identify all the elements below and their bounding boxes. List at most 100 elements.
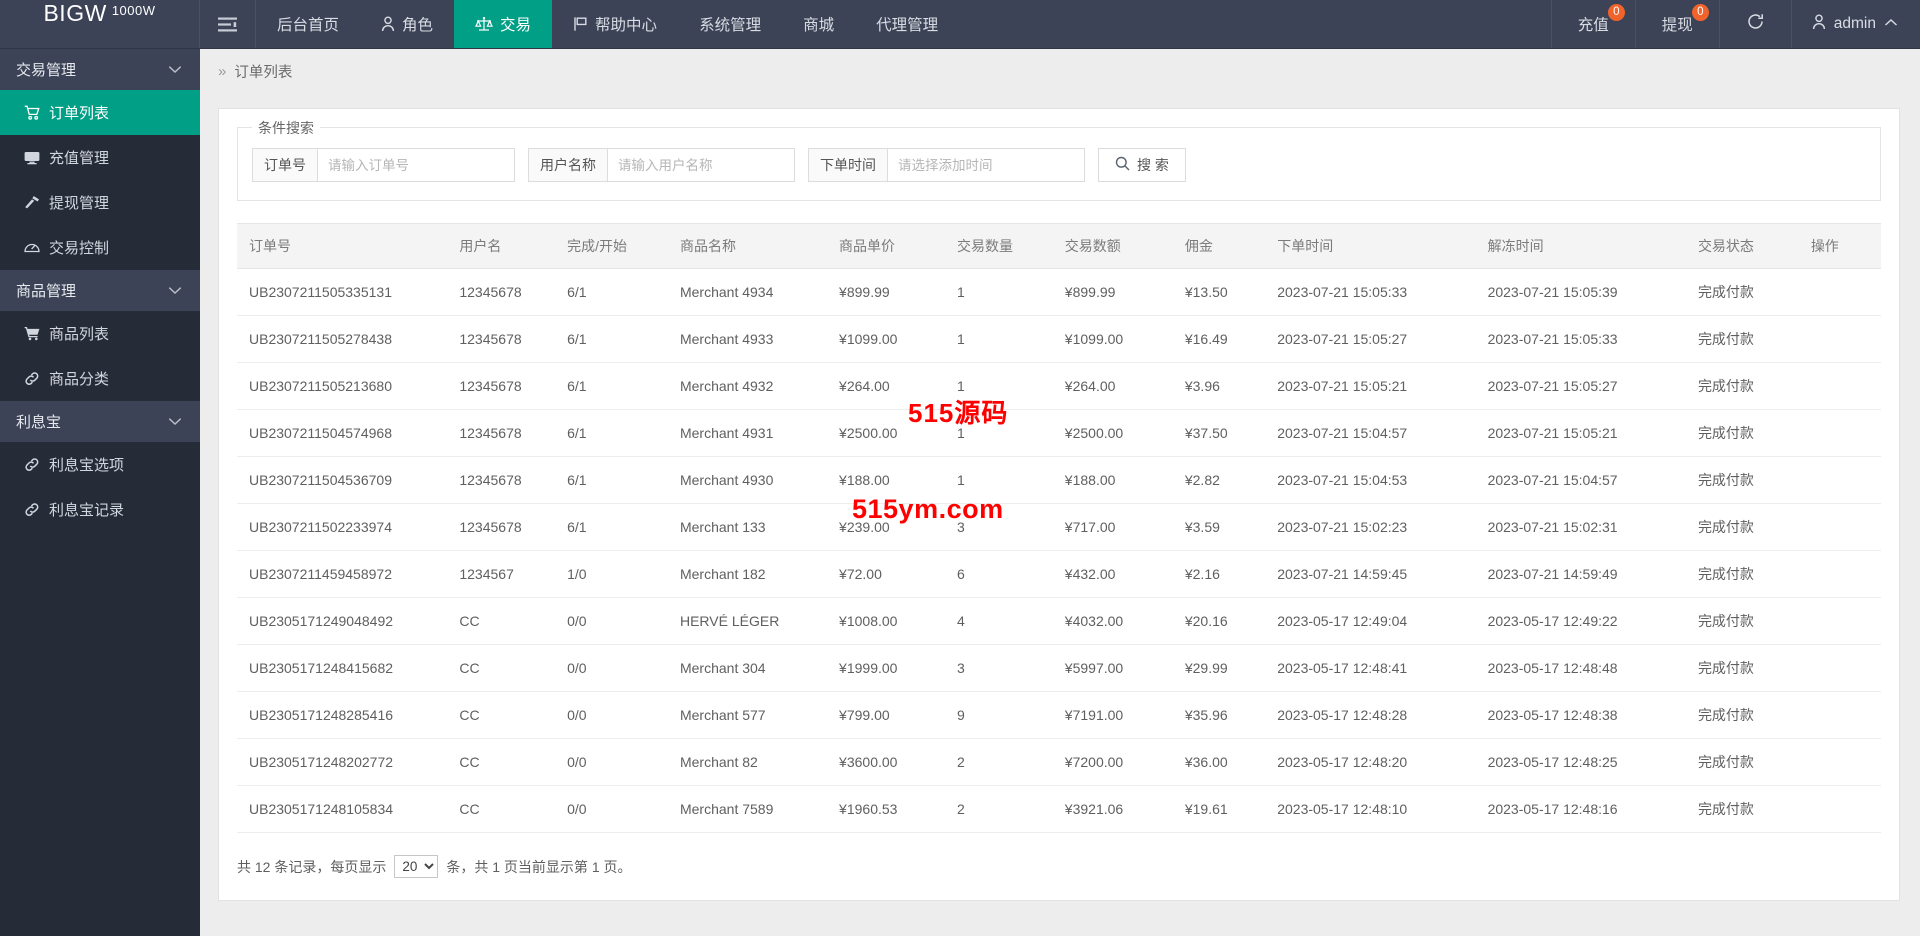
sidebar-item-recharge-management[interactable]: 充值管理 (0, 135, 200, 180)
table-row[interactable]: UB2305171249048492 CC 0/0 HERVÉ LÉGER ¥1008.… (237, 597, 1881, 645)
brand-superscript: 1000W (111, 3, 156, 18)
cell-order-time: 2023-07-21 15:04:57 (1265, 409, 1476, 457)
cell-order-time: 2023-07-21 15:05:21 (1265, 362, 1476, 410)
cell-unfreeze-time: 2023-05-17 12:48:48 (1475, 644, 1686, 692)
cell-quantity: 9 (945, 691, 1053, 739)
user-name-input[interactable] (607, 148, 795, 182)
nav-item-dashboard[interactable]: 后台首页 (256, 0, 360, 48)
cell-commission: ¥13.50 (1172, 268, 1266, 316)
user-name-label: 用户名称 (528, 148, 607, 182)
withdraw-button[interactable]: 提现 0 (1634, 0, 1719, 48)
nav-item-mall[interactable]: 商城 (782, 0, 855, 48)
nav-item-system-management[interactable]: 系统管理 (678, 0, 782, 48)
page-size-select[interactable]: 20 (394, 855, 439, 878)
sidebar-item-transaction-control[interactable]: 交易控制 (0, 225, 200, 270)
cell-complete-start: 0/0 (555, 597, 668, 645)
table-row[interactable]: UB2307211504536709 12345678 6/1 Merchant 49… (237, 456, 1881, 504)
sidebar-item-label: 订单列表 (49, 105, 110, 122)
cell-unfreeze-time: 2023-05-17 12:48:25 (1475, 738, 1686, 786)
cell-action (1798, 268, 1881, 316)
sidebar-group-transaction-management[interactable]: 交易管理 (0, 49, 200, 90)
search-button[interactable]: 搜 索 (1098, 148, 1186, 182)
sidebar-item-interest-records[interactable]: 利息宝记录 (0, 487, 200, 532)
nav-item-help-center[interactable]: 帮助中心 (552, 0, 678, 48)
table-row[interactable]: UB2307211459458972 1234567 1/0 Merchant 182… (237, 550, 1881, 598)
cell-unfreeze-time: 2023-07-21 15:05:27 (1475, 362, 1686, 410)
sidebar-group-product-management[interactable]: 商品管理 (0, 270, 200, 311)
cell-complete-start: 0/0 (555, 738, 668, 786)
table-row[interactable]: UB2305171248202772 CC 0/0 Merchant 82 ¥3600.… (237, 738, 1881, 786)
cell-quantity: 1 (945, 456, 1053, 504)
cell-user-name: 12345678 (447, 456, 556, 504)
sidebar-item-withdraw-management[interactable]: 提现管理 (0, 180, 200, 225)
brand-logo[interactable]: BIGW 1000W (0, 0, 200, 48)
th-commission: 佣金 (1172, 223, 1266, 269)
refresh-button[interactable] (1718, 0, 1791, 48)
sidebar-item-label: 充值管理 (49, 150, 110, 167)
link-icon (24, 502, 40, 517)
table-row[interactable]: UB2305171248415682 CC 0/0 Merchant 304 ¥1999… (237, 644, 1881, 692)
th-complete-start: 完成/开始 (555, 223, 668, 269)
cell-order-time: 2023-07-21 15:05:33 (1265, 268, 1476, 316)
cell-order-time: 2023-07-21 15:02:23 (1265, 503, 1476, 551)
cart-icon (24, 105, 40, 120)
cell-commission: ¥2.82 (1172, 456, 1266, 504)
table-row[interactable]: UB2305171248285416 CC 0/0 Merchant 577 ¥799.… (237, 691, 1881, 739)
user-icon (1812, 14, 1826, 35)
chevron-down-icon (168, 282, 182, 299)
nav-label: 帮助中心 (595, 17, 658, 34)
cell-action (1798, 644, 1881, 692)
sidebar-item-label: 利息宝记录 (49, 502, 125, 519)
nav-item-transaction[interactable]: 交易 (454, 0, 553, 48)
sidebar-item-order-list[interactable]: 订单列表 (0, 90, 200, 135)
sidebar-item-product-category[interactable]: 商品分类 (0, 356, 200, 401)
order-number-input[interactable] (317, 148, 515, 182)
cart-solid-icon (24, 326, 40, 341)
sidebar-item-product-list[interactable]: 商品列表 (0, 311, 200, 356)
cell-order-number: UB2305171249048492 (237, 597, 448, 645)
user-menu-button[interactable]: admin (1790, 0, 1920, 48)
order-time-field-group: 下单时间 (808, 148, 1085, 182)
cell-order-number: UB2305171248202772 (237, 738, 448, 786)
cell-order-number: UB2307211505335131 (237, 268, 448, 316)
cell-unit-price: ¥1999.00 (827, 644, 946, 692)
cell-order-number: UB2307211505213680 (237, 362, 448, 410)
sidebar-group-interest-treasure[interactable]: 利息宝 (0, 401, 200, 442)
top-navigation-bar: BIGW 1000W 后台首页 角色 (0, 0, 1920, 49)
table-head: 订单号 用户名 完成/开始 商品名称 商品单价 交易数量 交易数额 佣金 下单时… (237, 223, 1881, 269)
nav-label: 后台首页 (277, 17, 340, 34)
cell-unfreeze-time: 2023-07-21 15:04:57 (1475, 456, 1686, 504)
table-row[interactable]: UB2305171248105834 CC 0/0 Merchant 7589 ¥196… (237, 785, 1881, 833)
cell-quantity: 2 (945, 738, 1053, 786)
cell-action (1798, 738, 1881, 786)
cell-amount: ¥4032.00 (1052, 597, 1173, 645)
table-row[interactable]: UB2307211505213680 12345678 6/1 Merchant 49… (237, 362, 1881, 410)
breadcrumb: » 订单列表 (200, 49, 1920, 94)
cell-order-time: 2023-05-17 12:48:10 (1265, 785, 1476, 833)
cell-order-time: 2023-07-21 15:05:27 (1265, 315, 1476, 363)
cell-commission: ¥29.99 (1172, 644, 1266, 692)
cell-complete-start: 6/1 (555, 362, 668, 410)
cell-user-name: 12345678 (447, 362, 556, 410)
nav-item-role[interactable]: 角色 (360, 0, 454, 48)
pagination-prefix: 共 12 条记录，每页显示 (237, 858, 387, 875)
cell-action (1798, 315, 1881, 363)
nav-item-agent-management[interactable]: 代理管理 (855, 0, 959, 48)
cell-order-time: 2023-07-21 14:59:45 (1265, 550, 1476, 598)
table-row[interactable]: UB2307211505278438 12345678 6/1 Merchant 49… (237, 315, 1881, 363)
table-header-row: 订单号 用户名 完成/开始 商品名称 商品单价 交易数量 交易数额 佣金 下单时… (237, 223, 1881, 269)
order-time-input[interactable] (887, 148, 1085, 182)
sidebar-item-interest-options[interactable]: 利息宝选项 (0, 442, 200, 487)
table-row[interactable]: UB2307211505335131 12345678 6/1 Merchant 49… (237, 268, 1881, 316)
recharge-button[interactable]: 充值 0 (1550, 0, 1635, 48)
table-row[interactable]: UB2307211504574968 12345678 6/1 Merchant 49… (237, 409, 1881, 457)
cell-unfreeze-time: 2023-07-21 15:05:21 (1475, 409, 1686, 457)
sidebar-toggle-button[interactable] (200, 0, 256, 48)
table-row[interactable]: UB2307211502233974 12345678 6/1 Merchant 13… (237, 503, 1881, 551)
cell-order-time: 2023-05-17 12:48:28 (1265, 691, 1476, 739)
cell-quantity: 2 (945, 785, 1053, 833)
cell-complete-start: 1/0 (555, 550, 668, 598)
order-number-field-group: 订单号 (252, 148, 515, 182)
cell-user-name: CC (447, 691, 556, 739)
